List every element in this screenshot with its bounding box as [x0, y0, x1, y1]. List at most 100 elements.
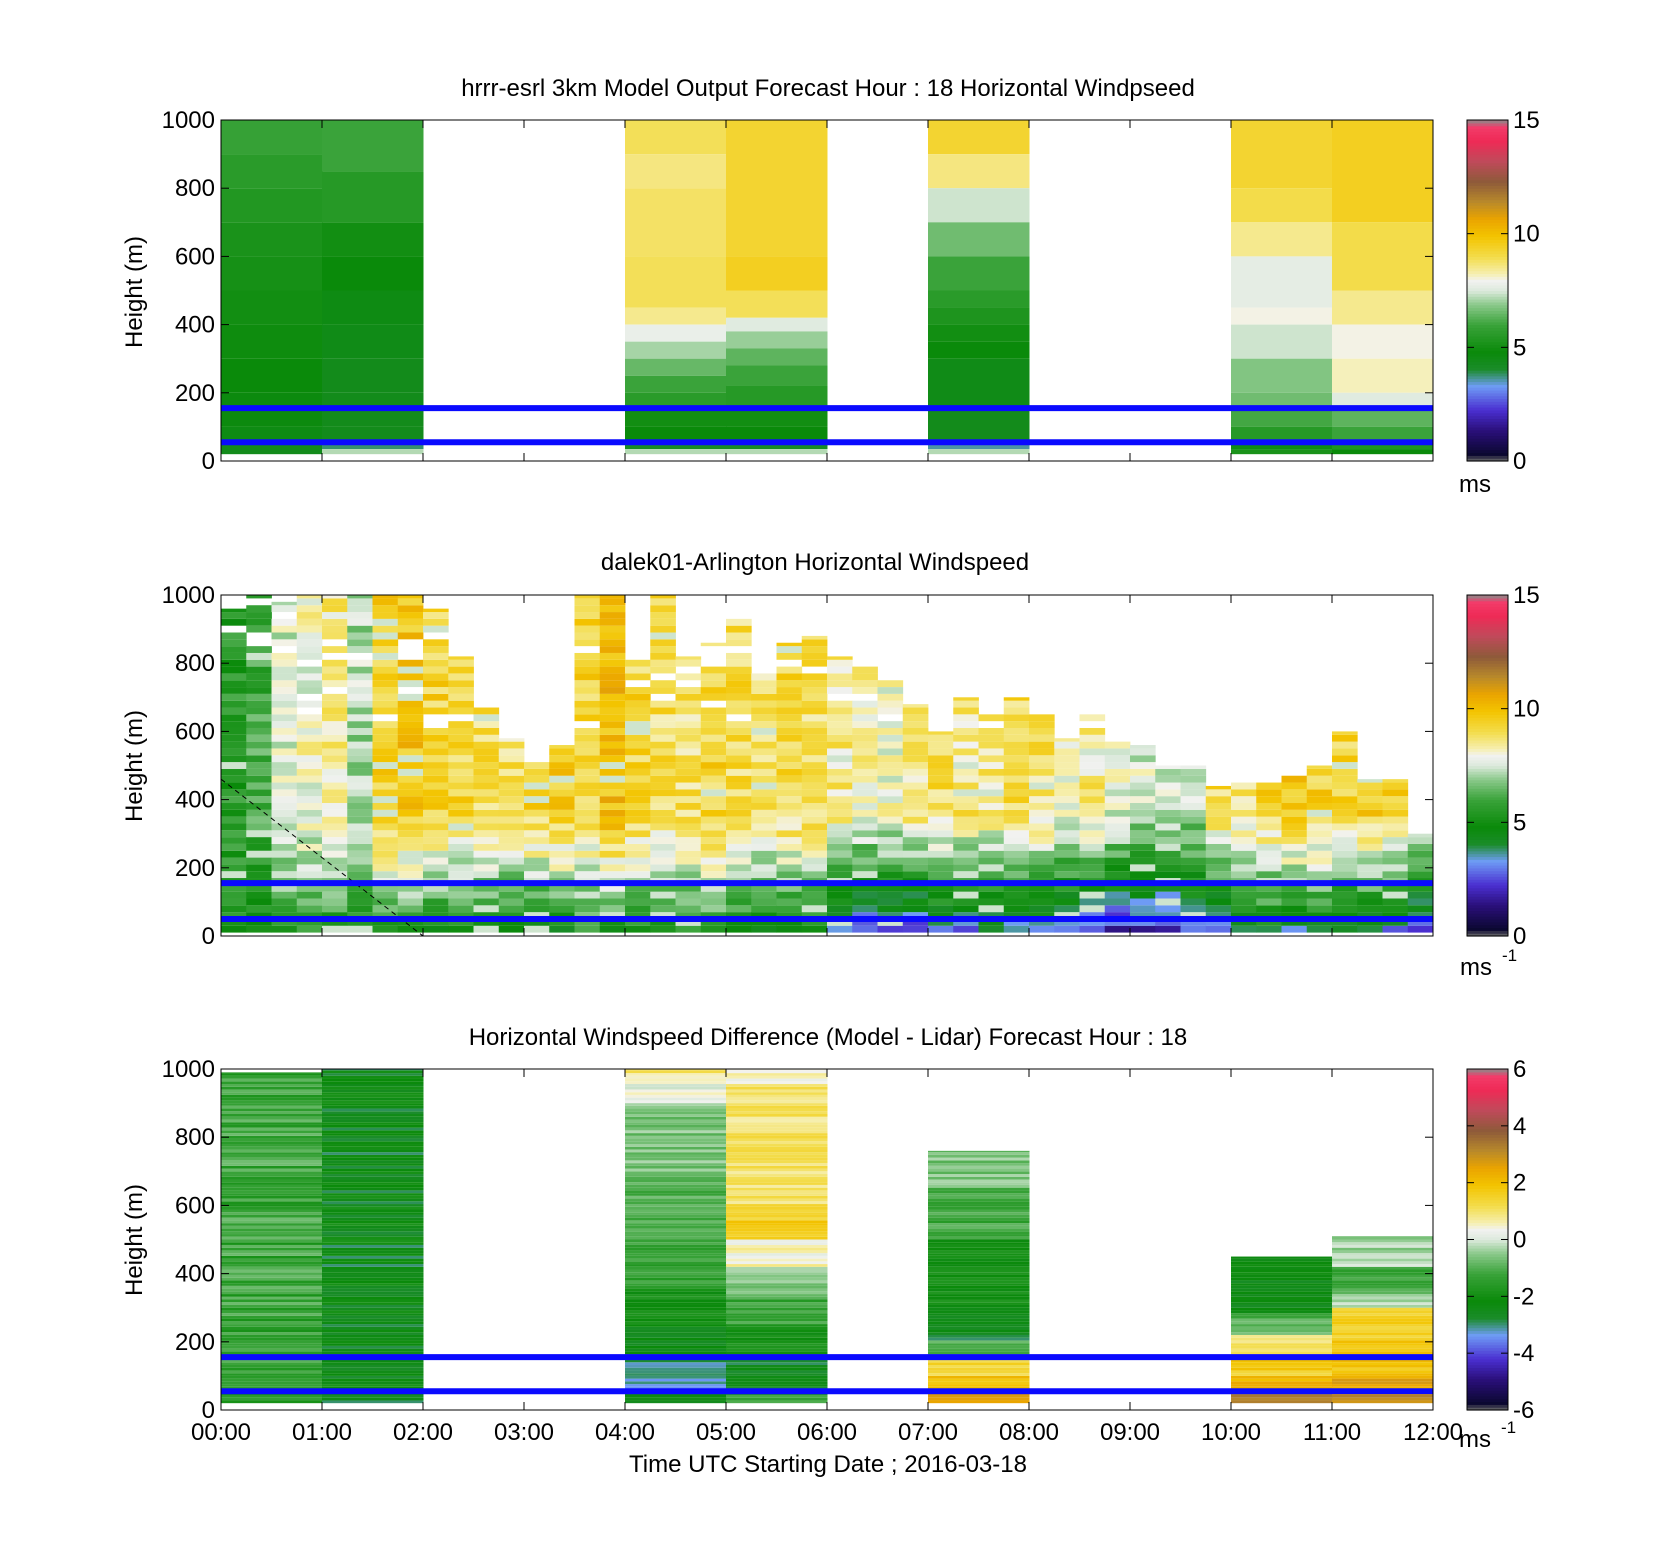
lidar-cell — [473, 837, 500, 844]
lidar-cell — [928, 837, 954, 844]
lidar-cell — [473, 734, 500, 742]
colorbar-swatch — [1467, 677, 1508, 681]
difference-cell — [928, 1370, 1030, 1374]
lidar-cell — [700, 850, 727, 858]
difference-cell — [322, 1266, 424, 1270]
difference-cell — [322, 1302, 424, 1305]
lidar-cell — [271, 809, 298, 817]
difference-cell — [322, 1092, 424, 1095]
lidar-cell — [877, 843, 904, 851]
colorbar-swatch — [1467, 361, 1508, 365]
lidar-cell — [1155, 837, 1181, 844]
lidar-cell — [852, 803, 878, 810]
lidar-cell — [423, 625, 449, 633]
difference-cell — [1231, 1318, 1333, 1322]
lidar-cell — [953, 884, 979, 892]
colorbar-swatch — [1467, 1114, 1508, 1118]
lidar-cell — [271, 823, 298, 831]
model-cell — [1332, 443, 1434, 450]
lidar-cell — [978, 796, 1005, 804]
lidar-cell — [650, 639, 676, 647]
colorbar-swatch — [1467, 1267, 1508, 1272]
difference-cell — [726, 1217, 828, 1221]
difference-cell — [928, 1280, 1030, 1284]
lidar-cell — [877, 762, 904, 769]
difference-cell — [726, 1250, 828, 1254]
lidar-cell — [599, 796, 626, 804]
lidar-cell — [751, 803, 777, 810]
lidar-cell — [827, 830, 853, 838]
colorbar-swatch — [1467, 813, 1508, 818]
lidar-cell — [271, 714, 298, 722]
difference-cell — [1332, 1381, 1434, 1385]
difference-cell — [928, 1359, 1030, 1363]
lidar-cell — [1205, 823, 1232, 831]
lidar-cell — [928, 762, 954, 769]
difference-cell — [1231, 1296, 1333, 1300]
lidar-cell — [498, 850, 525, 858]
lidar-cell — [650, 748, 676, 756]
difference-cell — [726, 1114, 828, 1117]
lidar-cell — [574, 612, 601, 619]
difference-cell — [625, 1103, 727, 1106]
difference-cell — [322, 1285, 424, 1289]
lidar-cell — [1029, 905, 1055, 913]
lidar-cell — [700, 693, 727, 701]
lidar-cell — [700, 673, 727, 681]
lidar-cell — [599, 850, 626, 858]
difference-cell — [726, 1149, 828, 1153]
lidar-cell — [221, 612, 247, 619]
difference-cell — [726, 1193, 828, 1196]
lidar-cell — [599, 898, 626, 906]
difference-cell — [322, 1138, 424, 1142]
lidar-cell — [650, 666, 676, 674]
colorbar-swatch — [1467, 606, 1508, 610]
lidar-cell — [1155, 768, 1181, 776]
lidar-cell — [574, 823, 601, 831]
colorbar-tick-label: -4 — [1513, 1340, 1534, 1367]
lidar-cell — [524, 850, 550, 858]
difference-cell — [221, 1329, 323, 1333]
lidar-cell — [221, 741, 247, 749]
colorbar-swatch — [1467, 1205, 1508, 1209]
lidar-cell — [246, 803, 272, 810]
difference-cell — [221, 1253, 323, 1256]
lidar-cell — [397, 864, 424, 872]
model-cell — [625, 154, 727, 189]
lidar-cell — [498, 891, 525, 899]
lidar-cell — [675, 843, 702, 851]
lidar-cell — [852, 762, 878, 769]
colorbar-swatch — [1467, 890, 1508, 894]
lidar-cell — [599, 693, 626, 701]
lidar-cell — [1306, 843, 1333, 851]
lidar-cell — [1205, 912, 1232, 919]
difference-cell — [221, 1285, 323, 1289]
colorbar-swatch — [1467, 1262, 1508, 1266]
lidar-cell — [246, 918, 272, 926]
lidar-cell — [1180, 884, 1207, 892]
lidar-cell — [271, 639, 298, 647]
lidar-cell — [1003, 898, 1030, 906]
lidar-cell — [448, 734, 474, 742]
lidar-cell — [1407, 912, 1434, 919]
lidar-cell — [296, 646, 323, 653]
lidar-cell — [852, 707, 878, 715]
difference-cell — [726, 1313, 828, 1316]
lidar-cell — [322, 734, 348, 742]
lidar-cell — [1382, 918, 1409, 926]
lidar-cell — [1256, 925, 1282, 933]
difference-cell — [726, 1141, 828, 1145]
difference-cell — [221, 1073, 323, 1076]
colorbar-swatch — [1467, 279, 1508, 283]
lidar-cell — [877, 816, 904, 824]
lidar-cell — [549, 837, 575, 844]
lidar-cell — [296, 632, 323, 640]
difference-cell — [322, 1324, 424, 1327]
lidar-cell — [599, 727, 626, 735]
colorbar-swatch — [1467, 418, 1508, 422]
lidar-cell — [271, 864, 298, 872]
lidar-cell — [473, 891, 500, 899]
difference-cell — [928, 1291, 1030, 1295]
colorbar-swatch — [1467, 745, 1508, 750]
model-cell — [625, 120, 727, 155]
